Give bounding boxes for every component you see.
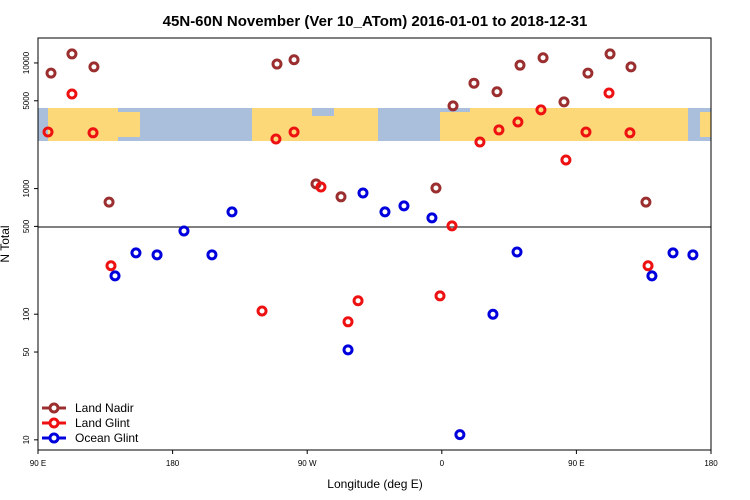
point xyxy=(603,87,615,99)
point xyxy=(446,220,458,232)
point xyxy=(206,249,218,261)
legend-label: Land Nadir xyxy=(75,401,134,415)
x-tick-label: 0 xyxy=(440,459,445,468)
point xyxy=(491,86,503,98)
point xyxy=(434,290,446,302)
point xyxy=(109,270,121,282)
point xyxy=(580,126,592,138)
point xyxy=(535,104,547,116)
point xyxy=(454,429,466,441)
point xyxy=(379,206,391,218)
point xyxy=(558,96,570,108)
point xyxy=(226,206,238,218)
legend-label: Ocean Glint xyxy=(75,431,139,445)
point xyxy=(103,196,115,208)
legend-label: Land Glint xyxy=(75,416,130,430)
point xyxy=(130,247,142,259)
point xyxy=(642,260,654,272)
point xyxy=(87,127,99,139)
point xyxy=(398,200,410,212)
x-tick-label: 180 xyxy=(704,459,718,468)
legend-marker xyxy=(48,417,60,429)
point xyxy=(487,308,499,320)
point xyxy=(288,54,300,66)
point xyxy=(646,270,658,282)
point xyxy=(514,59,526,71)
point xyxy=(493,124,505,136)
y-tick-label: 100 xyxy=(22,307,31,321)
y-tick-label: 1000 xyxy=(22,179,31,197)
point xyxy=(288,126,300,138)
legend-marker xyxy=(48,432,60,444)
point xyxy=(447,100,459,112)
point xyxy=(270,133,282,145)
point xyxy=(511,246,523,258)
point xyxy=(357,187,369,199)
chart-title: 45N-60N November (Ver 10_ATom) 2016-01-0… xyxy=(163,13,588,30)
x-axis-label: Longitude (deg E) xyxy=(327,477,422,491)
point xyxy=(88,61,100,73)
y-tick-label: 10000 xyxy=(22,51,31,74)
y-tick-label: 500 xyxy=(22,219,31,233)
point xyxy=(342,316,354,328)
x-tick-label: 180 xyxy=(166,459,180,468)
point xyxy=(468,77,480,89)
point xyxy=(42,126,54,138)
y-tick-label: 5000 xyxy=(22,91,31,109)
y-tick-label: 10 xyxy=(22,435,31,444)
point xyxy=(66,88,78,100)
point xyxy=(151,249,163,261)
point xyxy=(178,225,190,237)
point xyxy=(582,67,594,79)
y-tick-label: 50 xyxy=(22,347,31,356)
point xyxy=(45,67,57,79)
x-tick-label: 90 W xyxy=(298,459,317,468)
point xyxy=(271,58,283,70)
point xyxy=(426,212,438,224)
point xyxy=(640,196,652,208)
point xyxy=(625,61,637,73)
point xyxy=(537,52,549,64)
plot-frame xyxy=(37,37,712,451)
point xyxy=(256,305,268,317)
point xyxy=(105,260,117,272)
map-strip xyxy=(38,108,711,141)
legend-marker xyxy=(48,402,60,414)
point xyxy=(430,182,442,194)
point xyxy=(604,48,616,60)
point xyxy=(315,181,327,193)
point xyxy=(512,116,524,128)
point xyxy=(66,48,78,60)
point xyxy=(560,154,572,166)
y-axis-label: N Total xyxy=(0,225,12,262)
point xyxy=(624,127,636,139)
point xyxy=(342,344,354,356)
x-tick-label: 90 E xyxy=(568,459,584,468)
x-tick-label: 90 E xyxy=(30,459,46,468)
point xyxy=(335,191,347,203)
point xyxy=(474,136,486,148)
point xyxy=(687,249,699,261)
point xyxy=(667,247,679,259)
point xyxy=(352,295,364,307)
